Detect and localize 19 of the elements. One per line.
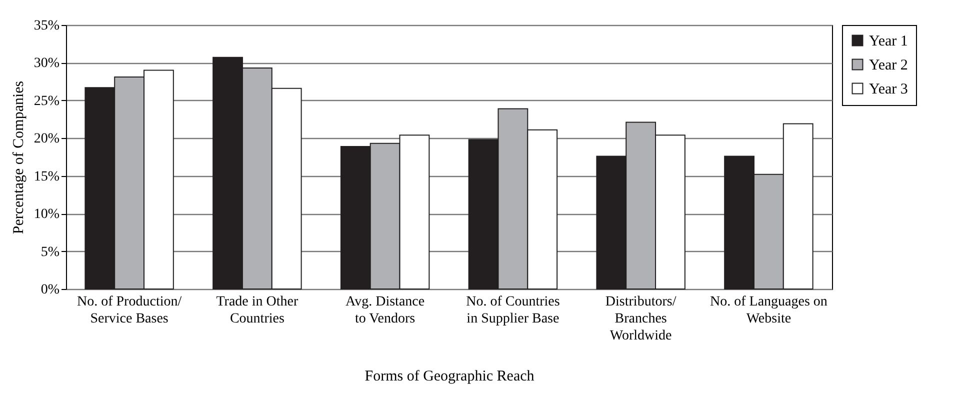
legend-label: Year 2 xyxy=(869,58,908,74)
x-axis-title: Forms of Geographic Reach xyxy=(364,368,535,384)
y-tick-label: 25% xyxy=(34,94,60,109)
y-axis-title: Percentage of Companies xyxy=(10,80,27,234)
x-tick-label: No. of Languages on Website xyxy=(710,294,828,326)
x-tick-label: No. of Production/ Service Bases xyxy=(76,294,182,326)
x-tick-label: Avg. Distance to Vendors xyxy=(346,294,425,326)
x-tick-label: Trade in Other Countries xyxy=(216,294,298,326)
x-tick-label: Distributors/ Branches Worldwide xyxy=(605,294,676,344)
legend-label: Year 1 xyxy=(869,34,908,50)
y-tick-label: 30% xyxy=(34,56,60,72)
y-tick-label: 0% xyxy=(40,282,60,298)
y-tick-label: 20% xyxy=(34,132,60,147)
y-tick-label: 5% xyxy=(40,244,60,260)
y-tick-label: 15% xyxy=(34,169,60,184)
y-tick-label: 10% xyxy=(34,207,60,222)
legend-label: Year 3 xyxy=(869,82,908,98)
y-tick-label: 35% xyxy=(34,18,60,34)
x-tick-label: No. of Countries in Supplier Base xyxy=(466,294,560,326)
